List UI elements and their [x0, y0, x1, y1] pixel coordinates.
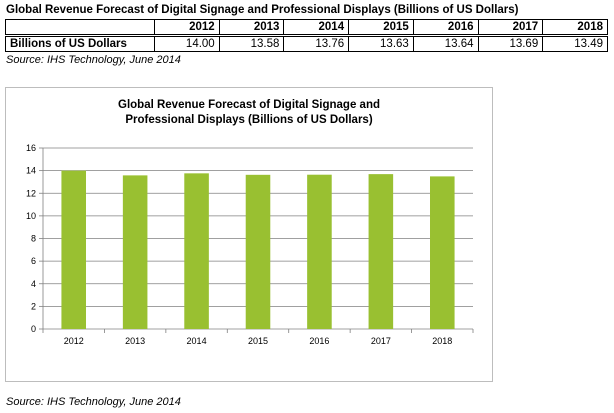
table-cell: 13.64: [412, 35, 479, 52]
chart-title-line-2: Professional Displays (Billions of US Do…: [125, 114, 373, 126]
y-tick-label: 6: [31, 256, 36, 266]
source-note-bottom: Source: IHS Technology, June 2014: [6, 396, 181, 408]
y-tick-label: 16: [26, 143, 36, 153]
table-row: Billions of US Dollars 14.00 13.58 13.76…: [5, 35, 608, 52]
table-header-cell: 2012: [154, 19, 220, 37]
page-title: Global Revenue Forecast of Digital Signa…: [6, 4, 519, 16]
table-cell: 13.49: [542, 35, 608, 52]
y-tick-label: 8: [31, 234, 36, 244]
table-header-cell: 2013: [218, 19, 285, 37]
table-header-cell: 2018: [542, 19, 608, 37]
x-tick-label: 2013: [125, 336, 145, 346]
table-row-label: Billions of US Dollars: [5, 35, 155, 52]
table-header-empty: [5, 19, 155, 37]
data-table: 2012 2013 2014 2015 2016 2017 2018 Billi…: [5, 19, 608, 52]
bar-chart: 0 2 4 6 8 10 12 14 16 2012 2013 2014 2015 2016 2017 201…: [26, 143, 474, 346]
x-tick-label: 2014: [187, 336, 207, 346]
table-header-cell: 2016: [412, 19, 479, 37]
table-cell: 13.69: [477, 35, 544, 52]
source-note-top: Source: IHS Technology, June 2014: [6, 54, 181, 66]
bar: [122, 175, 148, 329]
table-header-cell: 2015: [348, 19, 414, 37]
bar: [245, 174, 271, 329]
bar: [430, 176, 455, 329]
chart-title: Global Revenue Forecast of Digital Signa…: [6, 98, 492, 128]
y-tick-label: 10: [26, 211, 36, 221]
x-tick-label: 2018: [432, 336, 452, 346]
bar: [61, 170, 86, 329]
table-cell: 14.00: [154, 35, 220, 52]
table-header-row: 2012 2013 2014 2015 2016 2017 2018: [5, 19, 608, 37]
chart-frame: Global Revenue Forecast of Digital Signa…: [5, 87, 493, 382]
table-header-cell: 2014: [283, 19, 350, 37]
bar: [368, 174, 394, 329]
bar: [184, 173, 209, 329]
table-cell: 13.63: [348, 35, 414, 52]
table-header-cell: 2017: [477, 19, 544, 37]
y-tick-label: 4: [31, 279, 36, 289]
bar: [307, 174, 332, 329]
table-cell: 13.76: [283, 35, 350, 52]
y-tick-label: 14: [26, 166, 36, 176]
x-tick-label: 2012: [64, 336, 84, 346]
y-tick-label: 0: [31, 324, 36, 334]
x-tick-label: 2017: [371, 336, 391, 346]
x-tick-label: 2015: [248, 336, 268, 346]
table-cell: 13.58: [218, 35, 285, 52]
chart-title-line-1: Global Revenue Forecast of Digital Signa…: [118, 99, 380, 111]
y-tick-label: 2: [31, 301, 36, 311]
x-tick-label: 2016: [309, 336, 329, 346]
y-tick-label: 12: [26, 188, 36, 198]
